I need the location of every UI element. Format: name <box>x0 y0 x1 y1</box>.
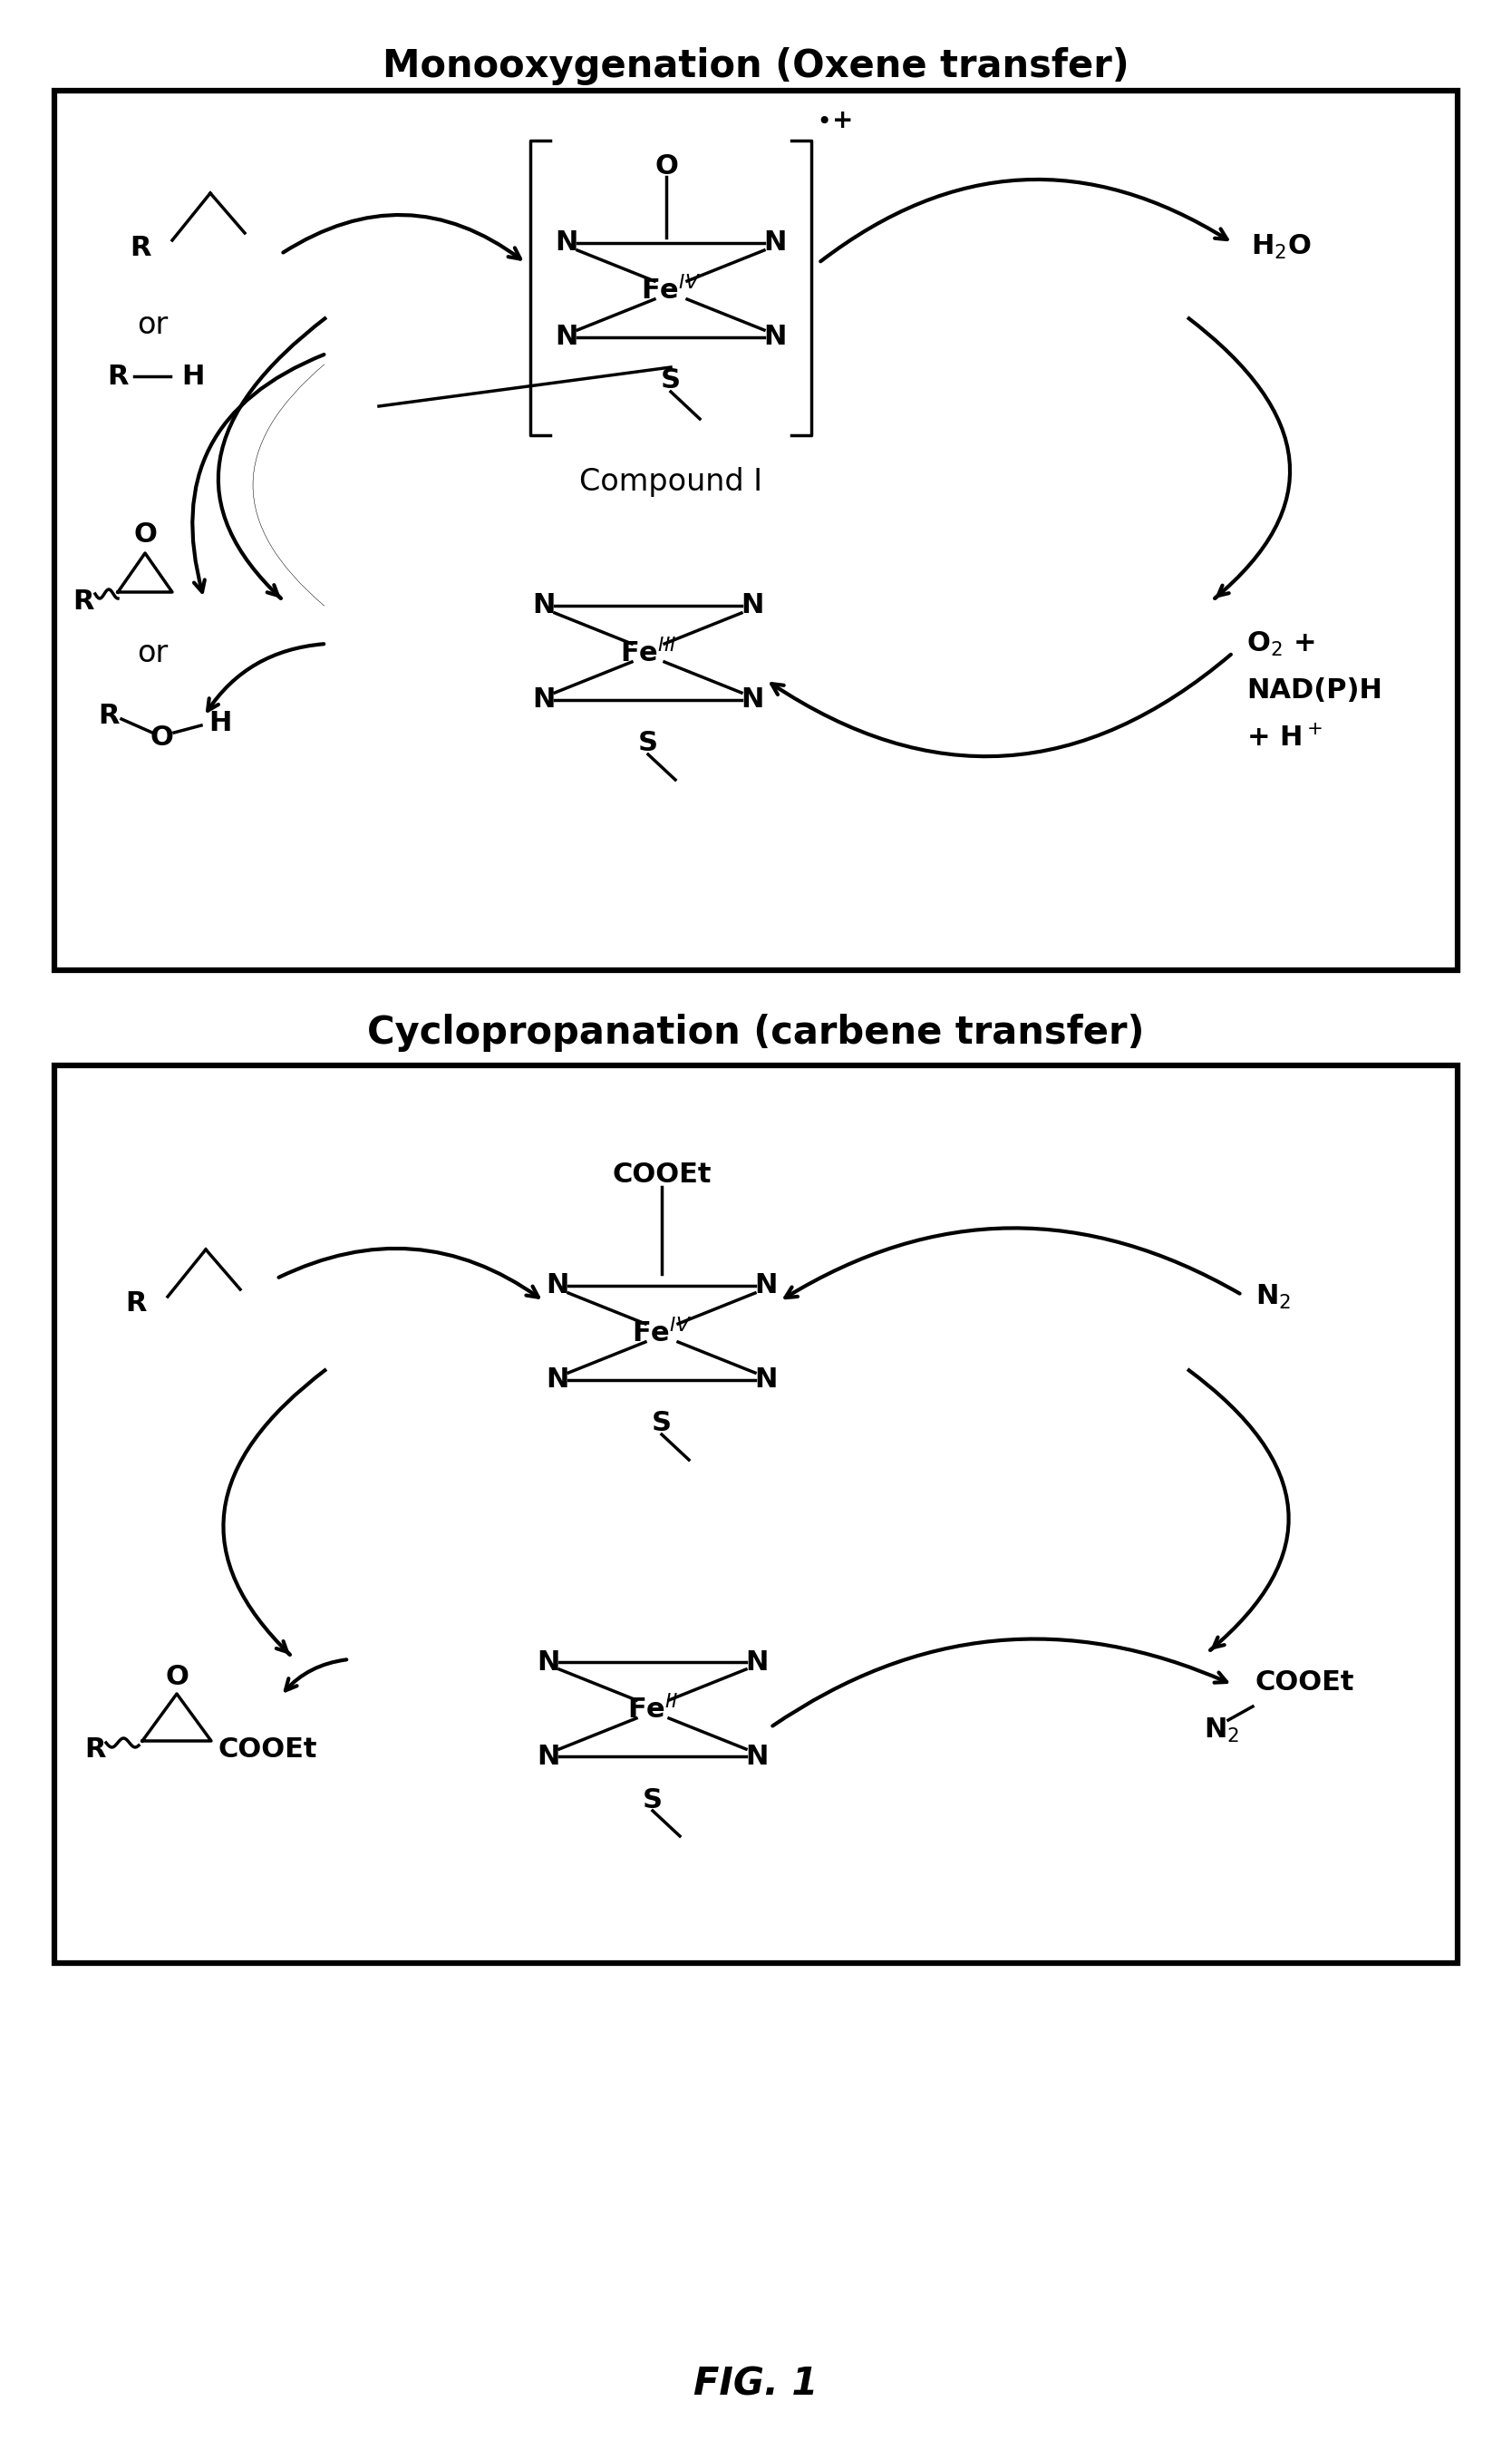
Text: H$_2$O: H$_2$O <box>1250 233 1311 260</box>
Bar <box>54 91 1458 970</box>
Text: Fe$^{IV}$: Fe$^{IV}$ <box>632 1318 691 1348</box>
Text: R: R <box>73 588 94 615</box>
Text: Fe$^{II}$: Fe$^{II}$ <box>627 1695 677 1725</box>
Text: $\bullet$+: $\bullet$+ <box>816 108 851 132</box>
Text: O: O <box>133 522 157 549</box>
Text: R: R <box>107 363 129 390</box>
Text: N$_2$: N$_2$ <box>1255 1281 1291 1311</box>
Text: N: N <box>764 230 786 257</box>
Text: Cyclopropanation (carbene transfer): Cyclopropanation (carbene transfer) <box>367 1014 1145 1051</box>
Text: R: R <box>98 703 119 730</box>
Text: N: N <box>546 1272 569 1298</box>
Text: COOEt: COOEt <box>612 1161 711 1188</box>
Text: or: or <box>136 637 168 669</box>
Text: + H$^+$: + H$^+$ <box>1246 725 1323 752</box>
Text: N: N <box>555 230 578 257</box>
Text: COOEt: COOEt <box>1255 1668 1355 1695</box>
Text: O$_2$ +: O$_2$ + <box>1246 630 1315 659</box>
Text: FIG. 1: FIG. 1 <box>694 2367 818 2403</box>
Bar <box>54 1066 1458 1962</box>
Text: or: or <box>136 309 168 341</box>
Text: N: N <box>745 1649 768 1676</box>
Text: N: N <box>754 1367 777 1394</box>
Text: Compound I: Compound I <box>579 468 762 497</box>
Text: S: S <box>638 730 658 757</box>
Text: R: R <box>130 235 151 260</box>
Text: S: S <box>643 1786 662 1813</box>
Text: N: N <box>532 593 555 620</box>
Text: N$_2$: N$_2$ <box>1204 1715 1240 1744</box>
Text: R: R <box>125 1291 147 1318</box>
Text: O: O <box>165 1664 189 1690</box>
Text: N: N <box>764 323 786 350</box>
Text: N: N <box>532 686 555 713</box>
Text: N: N <box>555 323 578 350</box>
Text: N: N <box>537 1649 559 1676</box>
Text: COOEt: COOEt <box>218 1737 318 1764</box>
Text: Fe$^{IV}$: Fe$^{IV}$ <box>641 274 700 304</box>
Text: S: S <box>652 1411 671 1436</box>
Text: N: N <box>741 593 764 620</box>
Text: Fe$^{III}$: Fe$^{III}$ <box>620 637 676 666</box>
Text: O: O <box>150 725 172 750</box>
Text: H: H <box>209 710 231 737</box>
Text: N: N <box>741 686 764 713</box>
Text: S: S <box>661 368 680 394</box>
Text: N: N <box>546 1367 569 1394</box>
Text: R: R <box>85 1737 106 1764</box>
Text: Monooxygenation (Oxene transfer): Monooxygenation (Oxene transfer) <box>383 47 1129 86</box>
Text: NAD(P)H: NAD(P)H <box>1246 679 1382 703</box>
Text: H: H <box>181 363 204 390</box>
Text: N: N <box>754 1272 777 1298</box>
Text: N: N <box>745 1744 768 1769</box>
Text: N: N <box>537 1744 559 1769</box>
Text: O: O <box>655 152 677 179</box>
